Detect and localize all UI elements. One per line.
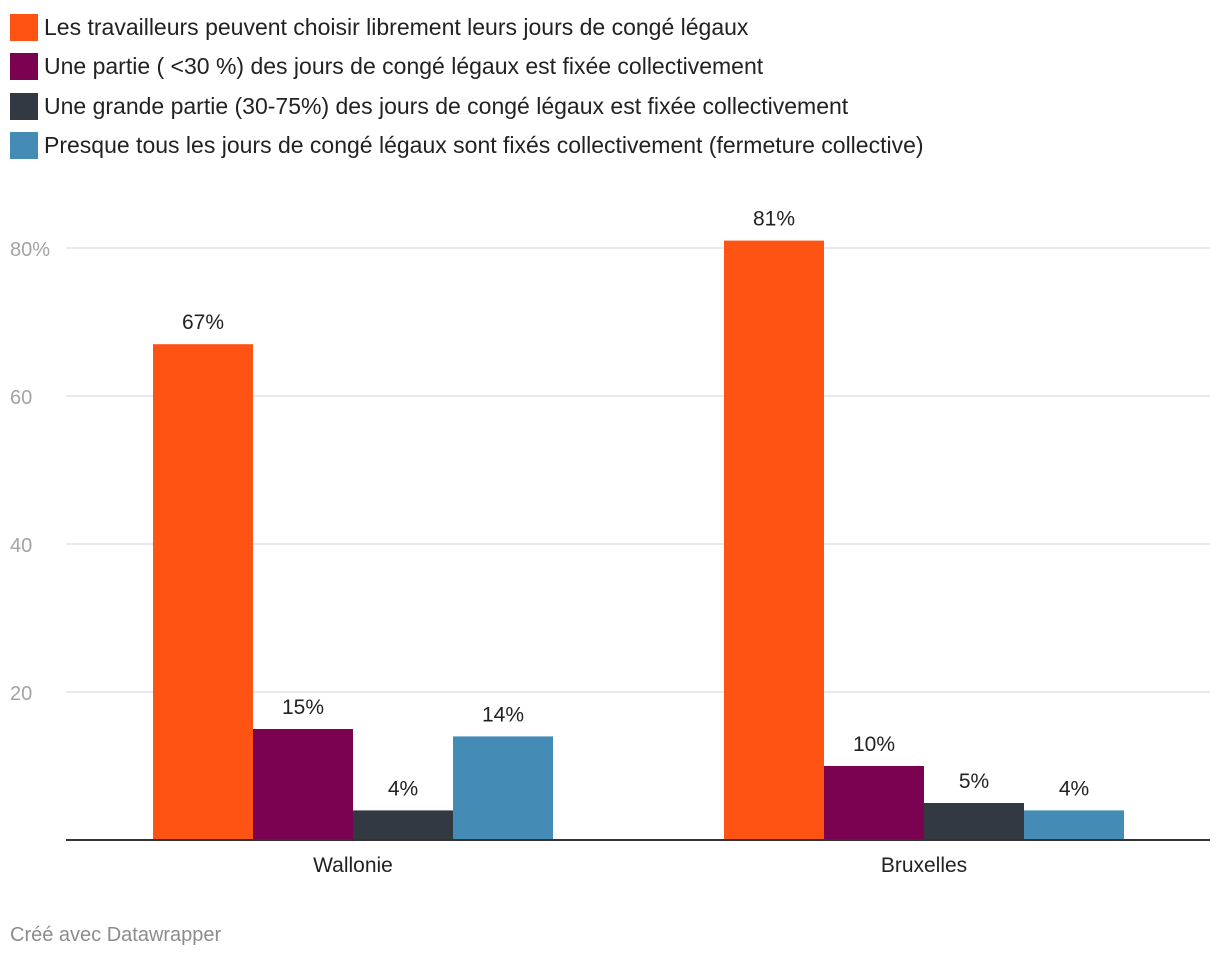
legend-item: Une grande partie (30-75%) des jours de …	[10, 87, 924, 126]
bar	[153, 344, 253, 840]
bar	[1024, 810, 1124, 840]
x-tick-label: Wallonie	[313, 854, 393, 877]
bar	[353, 810, 453, 840]
y-tick-label: 20	[10, 683, 32, 705]
x-tick-label: Bruxelles	[881, 854, 967, 877]
data-label: 10%	[853, 733, 895, 756]
data-label: 5%	[959, 770, 989, 793]
legend-item: Les travailleurs peuvent choisir libreme…	[10, 8, 924, 47]
bar	[824, 766, 924, 840]
data-label: 4%	[388, 777, 418, 800]
legend-label: Les travailleurs peuvent choisir libreme…	[44, 14, 749, 41]
data-label: 4%	[1059, 777, 1089, 800]
bar	[253, 729, 353, 840]
legend-swatch	[10, 132, 38, 160]
y-tick-label: 80%	[10, 239, 50, 261]
legend-swatch	[10, 92, 38, 120]
data-label: 14%	[482, 703, 524, 726]
legend-label: Presque tous les jours de congé légaux s…	[44, 132, 924, 159]
legend-label: Une partie ( <30 %) des jours de congé l…	[44, 53, 764, 80]
legend-item: Une partie ( <30 %) des jours de congé l…	[10, 47, 924, 86]
data-label: 67%	[182, 311, 224, 334]
footer-credit: Créé avec Datawrapper	[10, 924, 222, 946]
y-tick-label: 60	[10, 387, 32, 409]
bar	[924, 803, 1024, 840]
data-label: 15%	[282, 696, 324, 719]
legend-swatch	[10, 53, 38, 81]
bar	[724, 240, 824, 841]
legend-swatch	[10, 14, 38, 42]
legend-label: Une grande partie (30-75%) des jours de …	[44, 92, 849, 119]
legend: Les travailleurs peuvent choisir libreme…	[10, 8, 924, 165]
legend-item: Presque tous les jours de congé légaux s…	[10, 126, 924, 165]
y-tick-label: 40	[10, 535, 32, 557]
bar	[453, 736, 553, 840]
data-label: 81%	[753, 208, 795, 231]
